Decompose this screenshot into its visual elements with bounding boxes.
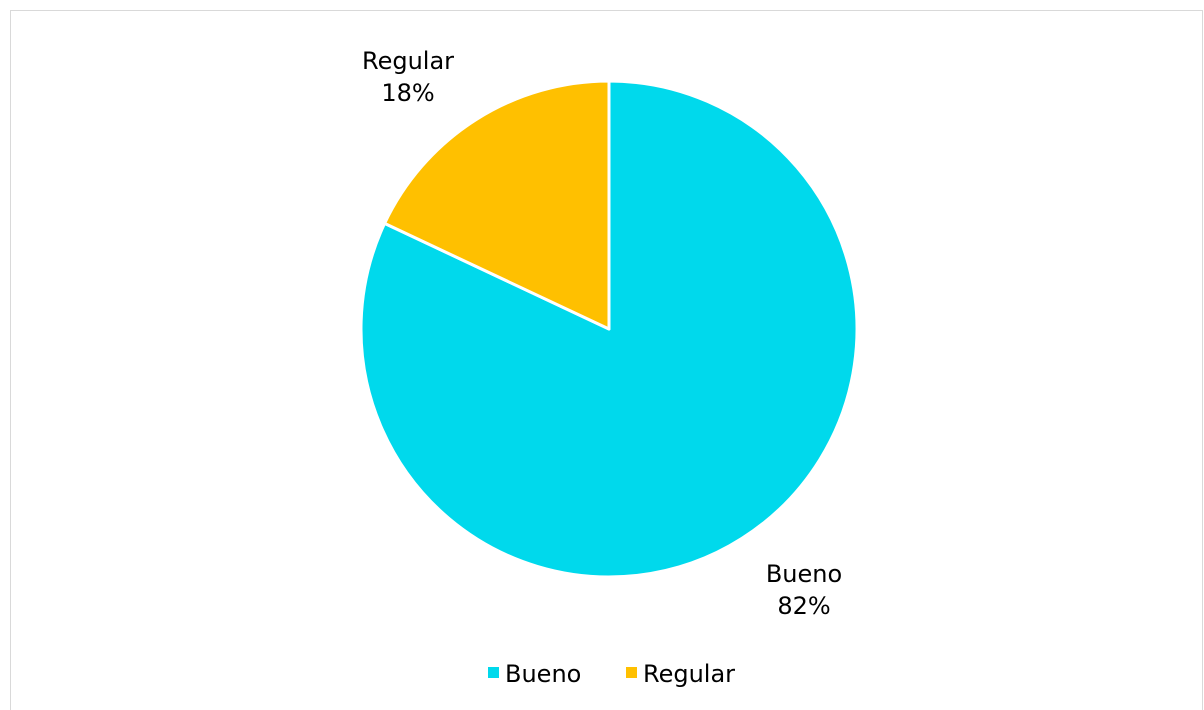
chart-legend: Bueno Regular	[488, 660, 735, 688]
legend-swatch-regular	[626, 667, 637, 678]
legend-label-bueno: Bueno	[505, 660, 581, 688]
data-label-category-regular: Regular	[362, 47, 454, 75]
pie-slices	[359, 79, 859, 579]
pie-slice-regular	[383, 79, 611, 331]
data-label-percent-regular: 18%	[381, 79, 434, 107]
legend-label-regular: Regular	[643, 660, 735, 688]
data-label-category-bueno: Bueno	[766, 560, 842, 588]
legend-swatch-bueno	[488, 667, 499, 678]
data-label-percent-bueno: 82%	[777, 592, 830, 620]
pie-data-labels: Bueno 82% Regular 18%	[362, 47, 842, 620]
